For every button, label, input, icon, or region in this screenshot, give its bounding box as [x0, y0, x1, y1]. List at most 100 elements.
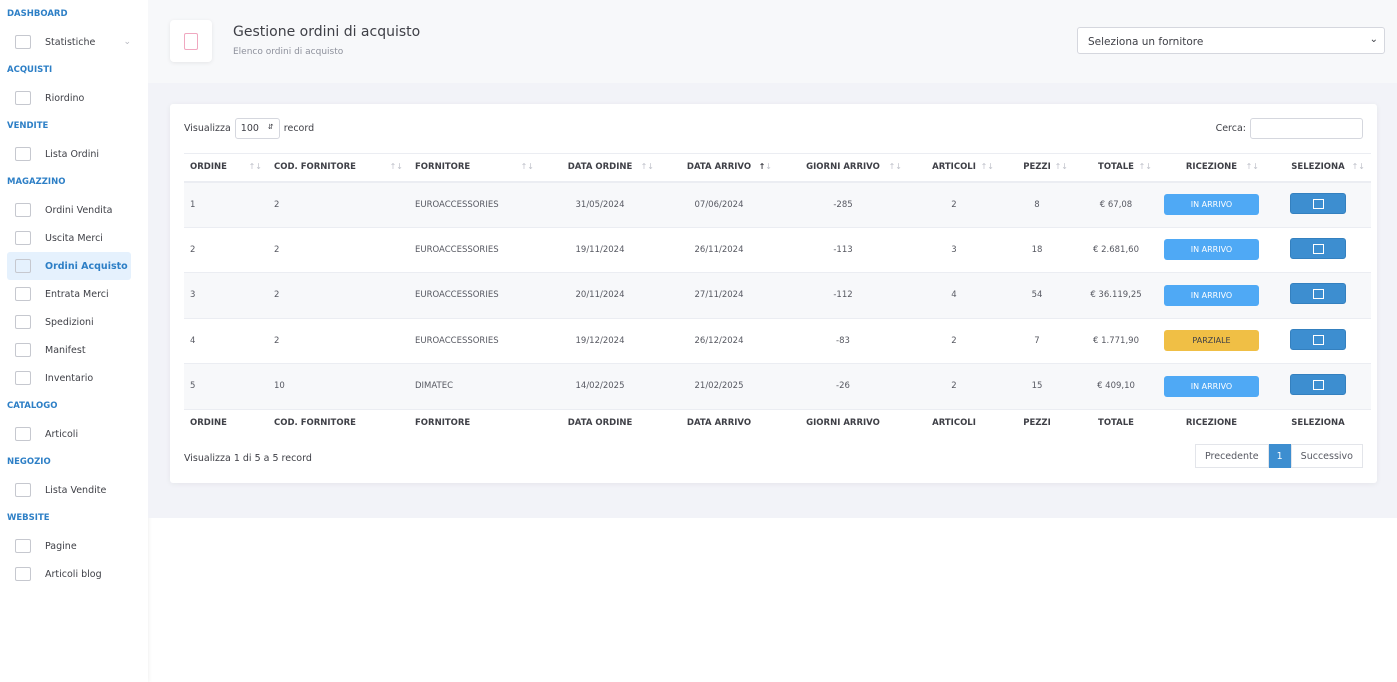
- cell-ordine: 2: [184, 227, 268, 273]
- supplier-select-value: Seleziona un fornitore: [1088, 36, 1204, 48]
- sidebar-item[interactable]: Entrata Merci: [7, 280, 131, 308]
- sidebar-item[interactable]: Spedizioni: [7, 308, 131, 336]
- pagination: Precedente 1 Successivo: [1194, 444, 1363, 468]
- cell-ricezione: IN ARRIVO: [1158, 363, 1265, 410]
- sidebar-item[interactable]: Lista Ordini: [7, 140, 131, 168]
- chevron-down-icon: ⌄: [123, 37, 131, 47]
- column-header[interactable]: DATA ORDINE ↑↓: [540, 153, 660, 183]
- sidebar-item-label: Inventario: [45, 372, 94, 384]
- cell-cod: 10: [268, 363, 409, 410]
- status-badge[interactable]: IN ARRIVO: [1164, 239, 1259, 261]
- edit-icon: [1313, 334, 1324, 345]
- page-length-select[interactable]: 100 ⇵: [234, 118, 280, 139]
- select-button[interactable]: [1290, 237, 1346, 259]
- cart-icon: [15, 427, 31, 441]
- sidebar-item-label: Ordini Vendita: [45, 204, 113, 216]
- column-footer: ORDINE: [184, 408, 268, 436]
- prev-button[interactable]: Precedente: [1194, 444, 1269, 468]
- cell-totale: € 1.771,90: [1074, 318, 1158, 364]
- column-footer: FORNITORE: [409, 408, 540, 436]
- orders-table: ORDINE ↑↓ COD. FORNITORE ↑↓ FORNITORE ↑↓ DATA …: [184, 153, 1371, 436]
- column-header[interactable]: ORDINE ↑↓: [184, 153, 268, 183]
- cell-giorni: -285: [778, 181, 908, 228]
- supplier-select[interactable]: Seleziona un fornitore ⌄: [1077, 27, 1385, 54]
- cell-data_arrivo: 21/02/2025: [660, 363, 778, 410]
- column-header-label: ARTICOLI: [932, 162, 976, 173]
- column-footer: SELEZIONA: [1265, 408, 1371, 436]
- cell-seleziona: [1265, 181, 1371, 228]
- column-header[interactable]: PEZZI ↑↓: [1000, 153, 1074, 183]
- page-1-button[interactable]: 1: [1268, 444, 1291, 468]
- select-button[interactable]: [1290, 328, 1346, 350]
- column-header-label: COD. FORNITORE: [274, 162, 356, 173]
- clipboard-icon: [15, 259, 31, 273]
- column-header-label: DATA ORDINE: [567, 162, 633, 173]
- page-length-value: 100: [240, 123, 259, 134]
- sidebar-item[interactable]: Inventario: [7, 364, 131, 392]
- page-title: Gestione ordini di acquisto: [233, 24, 421, 40]
- orders-card: Visualizza 100 ⇵ record Cerca: ORDINE ↑↓ CO…: [170, 104, 1377, 483]
- column-header[interactable]: DATA ARRIVO ↑↓: [660, 153, 778, 183]
- select-button[interactable]: [1290, 374, 1346, 396]
- cell-articoli: 2: [908, 181, 1000, 228]
- globe-icon: [15, 91, 31, 105]
- sidebar-item[interactable]: Ordini Vendita: [7, 196, 131, 224]
- table-row: 3 2 EUROACCESSORIES 20/11/2024 27/11/2024 -11…: [184, 272, 1371, 319]
- column-footer: COD. FORNITORE: [268, 408, 409, 436]
- search-input[interactable]: [1250, 118, 1363, 139]
- sidebar-item[interactable]: Manifest: [7, 336, 131, 364]
- select-button[interactable]: [1290, 192, 1346, 214]
- edit-icon: [1313, 289, 1324, 300]
- column-footer: RICEZIONE: [1158, 408, 1265, 436]
- column-header-label: ORDINE: [190, 162, 227, 173]
- cell-fornitore: EUROACCESSORIES: [409, 181, 540, 228]
- column-header[interactable]: RICEZIONE ↑↓: [1158, 153, 1265, 183]
- sidebar-item[interactable]: Articoli: [7, 420, 131, 448]
- sidebar-item[interactable]: Lista Vendite: [7, 476, 131, 504]
- status-badge[interactable]: IN ARRIVO: [1164, 375, 1259, 397]
- column-header[interactable]: FORNITORE ↑↓: [409, 153, 540, 183]
- status-badge[interactable]: IN ARRIVO: [1164, 284, 1259, 306]
- column-header[interactable]: COD. FORNITORE ↑↓: [268, 153, 409, 183]
- cloud-upload-icon: [15, 287, 31, 301]
- cell-totale: € 36.119,25: [1074, 272, 1158, 319]
- sidebar-item[interactable]: Ordini Acquisto: [7, 252, 131, 280]
- table-row: 1 2 EUROACCESSORIES 31/05/2024 07/06/2024 -28…: [184, 181, 1371, 228]
- sort-icon: ↑↓: [520, 162, 534, 171]
- cell-pezzi: 18: [1000, 227, 1074, 273]
- sidebar-item[interactable]: Statistiche ⌄: [7, 28, 131, 56]
- status-badge[interactable]: IN ARRIVO: [1164, 194, 1259, 215]
- sidebar: DASHBOARD Statistiche ⌄ ACQUISTI Riordino VEN…: [0, 0, 148, 682]
- share-icon: [15, 147, 31, 161]
- cell-seleziona: [1265, 272, 1371, 319]
- sitemap-icon: [15, 203, 31, 217]
- cell-data_arrivo: 27/11/2024: [660, 272, 778, 319]
- cell-ordine: 1: [184, 181, 268, 228]
- column-footer: TOTALE: [1074, 408, 1158, 436]
- sort-icon: ↑↓: [389, 162, 403, 171]
- column-header[interactable]: GIORNI ARRIVO ↑↓: [778, 153, 908, 183]
- sidebar-section-title: ACQUISTI: [7, 65, 53, 75]
- column-header[interactable]: SELEZIONA ↑↓: [1265, 153, 1371, 183]
- status-badge[interactable]: PARZIALE: [1164, 330, 1259, 352]
- select-button[interactable]: [1290, 283, 1346, 305]
- column-header[interactable]: ARTICOLI ↑↓: [908, 153, 1000, 183]
- page-length-control: Visualizza 100 ⇵ record: [184, 118, 314, 139]
- updown-icon: ⇵: [267, 123, 274, 131]
- sidebar-item[interactable]: Riordino: [7, 84, 131, 112]
- main-content: Gestione ordini di acquisto Elenco ordin…: [148, 0, 1397, 518]
- edit-icon: [1313, 198, 1324, 209]
- column-header-label: RICEZIONE: [1185, 162, 1238, 173]
- sidebar-item[interactable]: Uscita Merci: [7, 224, 131, 252]
- cell-data_ordine: 19/11/2024: [540, 227, 660, 273]
- column-header[interactable]: TOTALE ↑↓: [1074, 153, 1158, 183]
- next-button[interactable]: Successivo: [1290, 444, 1363, 468]
- cell-data_arrivo: 07/06/2024: [660, 181, 778, 228]
- sidebar-section-title: DASHBOARD: [7, 9, 68, 19]
- edit-icon: [1313, 380, 1324, 391]
- sidebar-item[interactable]: Articoli blog: [7, 560, 131, 588]
- sidebar-item[interactable]: Pagine: [7, 532, 131, 560]
- sort-icon: ↑↓: [1351, 162, 1365, 171]
- cell-seleziona: [1265, 363, 1371, 410]
- cell-data_arrivo: 26/11/2024: [660, 227, 778, 273]
